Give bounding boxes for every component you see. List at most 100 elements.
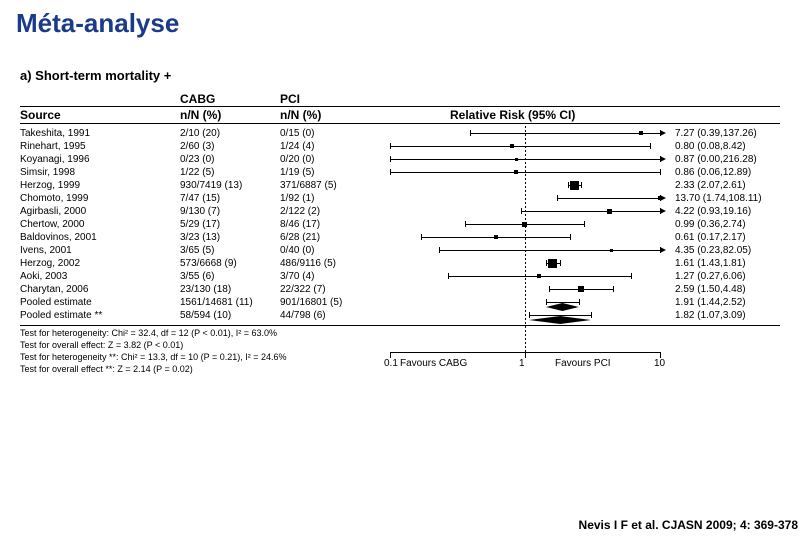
row-source: Agirbasli, 2000 (20, 206, 86, 217)
ci-tick-hi (581, 182, 582, 188)
row-cabg: 2/60 (3) (180, 141, 214, 152)
row-source: Aoki, 2003 (20, 271, 67, 282)
citation: Nevis I F et al. CJASN 2009; 4: 369-378 (579, 518, 798, 532)
null-line-seg (525, 206, 526, 208)
ci-tick-lo (568, 182, 569, 188)
axis-right-label: Favours PCI (555, 358, 611, 369)
row-pci: 3/70 (4) (280, 271, 314, 282)
header-rr: Relative Risk (95% CI) (450, 108, 575, 122)
null-line-seg (525, 154, 526, 156)
null-line-seg (525, 294, 526, 296)
null-line-seg (525, 190, 526, 192)
null-line-seg (525, 130, 526, 132)
ci-tick-lo (439, 247, 440, 253)
row-rr: 0.61 (0.17,2.17) (675, 232, 746, 243)
null-line-seg (525, 126, 526, 128)
row-pci: 371/6887 (5) (280, 180, 337, 191)
null-line-seg (525, 286, 526, 288)
pooled-diamond (529, 311, 591, 319)
null-line-seg (525, 242, 526, 244)
ci-tick-lo (521, 208, 522, 214)
ci-tick-hi (650, 143, 651, 149)
row-source: Pooled estimate (20, 297, 92, 308)
point-marker (578, 286, 584, 292)
header-cabg: CABG (180, 92, 215, 106)
forest-plot: a) Short-term mortality +SourceCABGn/N (… (20, 60, 790, 490)
ci-tick-hi (613, 286, 614, 292)
row-cabg: 9/130 (7) (180, 206, 220, 217)
row-cabg: 3/65 (5) (180, 245, 214, 256)
ci-arrow (660, 208, 666, 214)
null-line-seg (525, 134, 526, 136)
ci-tick-hi (660, 169, 661, 175)
row-rr: 4.22 (0.93,19.16) (675, 206, 751, 217)
null-line-seg (525, 290, 526, 292)
row-cabg: 3/23 (13) (180, 232, 220, 243)
row-rr: 0.86 (0.06,12.89) (675, 167, 751, 178)
axis-tick (525, 352, 526, 358)
row-rr: 4.35 (0.23,82.05) (675, 245, 751, 256)
null-line-seg (525, 314, 526, 316)
row-source: Herzog, 1999 (20, 180, 80, 191)
row-rr: 1.82 (1.07,3.09) (675, 310, 746, 321)
ci-tick-lo (421, 234, 422, 240)
point-marker (514, 170, 518, 174)
point-marker (570, 181, 579, 190)
row-source: Pooled estimate ** (20, 310, 102, 321)
ci-tick-lo (390, 143, 391, 149)
row-rr: 2.33 (2.07,2.61) (675, 180, 746, 191)
null-line-seg (525, 238, 526, 240)
ci-line (557, 198, 660, 199)
null-line-seg (525, 218, 526, 220)
null-line-seg (525, 166, 526, 168)
null-line-seg (525, 262, 526, 264)
point-marker (548, 259, 557, 268)
ci-line (439, 250, 660, 251)
row-source: Baldovinos, 2001 (20, 232, 97, 243)
null-line-seg (525, 214, 526, 216)
null-line-seg (525, 342, 526, 344)
row-source: Chomoto, 1999 (20, 193, 88, 204)
ci-tick-hi (579, 299, 580, 305)
ci-line (390, 172, 660, 173)
null-line-seg (525, 298, 526, 300)
null-line-seg (525, 174, 526, 176)
header-pci: PCI (280, 92, 300, 106)
point-marker (510, 144, 514, 148)
row-source: Chertow, 2000 (20, 219, 85, 230)
row-cabg: 2/10 (20) (180, 128, 220, 139)
row-source: Koyanagi, 1996 (20, 154, 90, 165)
null-line-seg (525, 198, 526, 200)
point-marker (537, 274, 541, 278)
row-rr: 1.27 (0.27,6.06) (675, 271, 746, 282)
row-pci: 1/19 (5) (280, 167, 314, 178)
row-source: Ivens, 2001 (20, 245, 72, 256)
row-pci: 0/20 (0) (280, 154, 314, 165)
ci-tick-hi (570, 234, 571, 240)
null-line-seg (525, 302, 526, 304)
null-line-seg (525, 254, 526, 256)
footnote: Test for overall effect: Z = 3.82 (P < 0… (20, 340, 183, 350)
null-line-seg (525, 182, 526, 184)
row-source: Simsir, 1998 (20, 167, 75, 178)
row-source: Takeshita, 1991 (20, 128, 90, 139)
row-rr: 0.87 (0.00,216.28) (675, 154, 757, 165)
header-source: Source (20, 108, 61, 122)
point-marker (522, 222, 527, 227)
null-line-seg (525, 202, 526, 204)
row-rr: 7.27 (0.39,137.26) (675, 128, 757, 139)
ci-arrow (660, 247, 666, 253)
ci-line (470, 133, 660, 134)
null-line-seg (525, 266, 526, 268)
point-marker (610, 249, 613, 252)
row-rr: 0.80 (0.08,8.42) (675, 141, 746, 152)
point-marker (639, 131, 643, 135)
row-cabg: 5/29 (17) (180, 219, 220, 230)
null-line-seg (525, 138, 526, 140)
hline-header-bottom (20, 123, 780, 124)
ci-tick-hi (584, 221, 585, 227)
ci-tick-lo (390, 156, 391, 162)
row-pci: 0/15 (0) (280, 128, 314, 139)
row-source: Herzog, 2002 (20, 258, 80, 269)
ci-tick-lo (390, 169, 391, 175)
